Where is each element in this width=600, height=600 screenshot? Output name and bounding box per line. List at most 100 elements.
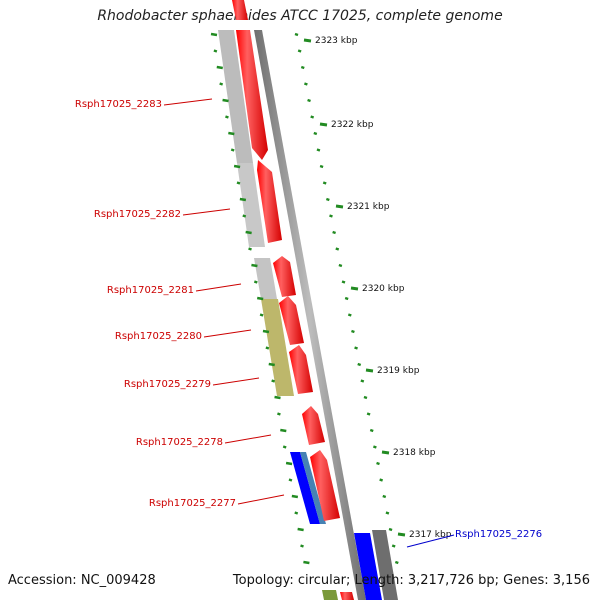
gene-arrow-rsph17025-2280 bbox=[279, 296, 304, 345]
gene-arrow-rsph17025-2281 bbox=[273, 256, 296, 297]
gene-arrow-rsph17025-2282 bbox=[257, 160, 282, 243]
gene-label[interactable]: Rsph17025_2278 bbox=[136, 437, 223, 448]
inner-dot bbox=[230, 148, 235, 152]
band-segment-darkgrey bbox=[372, 530, 398, 600]
scale-tick bbox=[319, 122, 328, 127]
scale-tick-label: 2321 kbp bbox=[347, 202, 390, 212]
outer-dot bbox=[376, 461, 380, 466]
gene-arrow-rsph17025-2279 bbox=[289, 345, 313, 394]
map-title: Rhodobacter sphaeroides ATCC 17025, comp… bbox=[97, 8, 503, 24]
outer-dot bbox=[372, 445, 377, 449]
outer-dot bbox=[382, 494, 387, 499]
gene-arrow-rsph17025-2283 bbox=[236, 30, 268, 160]
inner-dot bbox=[248, 247, 252, 251]
inner-dot bbox=[282, 445, 287, 449]
inner-dot bbox=[251, 263, 258, 268]
inner-dot bbox=[242, 214, 247, 218]
outer-dot bbox=[294, 32, 299, 37]
gene-label[interactable]: Rsph17025_2283 bbox=[75, 99, 162, 110]
outer-dot bbox=[369, 428, 374, 433]
scale-ticks: 2323 kbp 2322 kbp 2321 kbp 2320 kbp 2319 kbp… bbox=[303, 36, 452, 540]
outer-dot bbox=[307, 98, 311, 103]
outer-dot bbox=[310, 115, 315, 119]
band-segment-blue bbox=[354, 533, 382, 600]
gene-label[interactable]: Rsph17025_2279 bbox=[124, 379, 211, 390]
scale-tick-label: 2323 kbp bbox=[315, 36, 358, 46]
scale-tick-label: 2317 kbp bbox=[409, 530, 452, 540]
inner-dot bbox=[291, 494, 299, 499]
feature-band bbox=[218, 30, 398, 600]
band-segment-grey bbox=[218, 30, 253, 163]
scale-tick bbox=[381, 450, 390, 455]
gene-label[interactable]: Rsph17025_2281 bbox=[107, 285, 194, 296]
outer-dot bbox=[341, 280, 346, 284]
gene-leader-line bbox=[195, 283, 242, 292]
gene-label[interactable]: Rsph17025_2280 bbox=[115, 331, 202, 342]
outer-dot bbox=[338, 263, 343, 268]
gene-arrows bbox=[232, 0, 354, 600]
scale-tick-label: 2318 kbp bbox=[393, 448, 436, 458]
gene-leader-line bbox=[203, 329, 252, 338]
gene-leader-line bbox=[224, 434, 272, 444]
outer-dot bbox=[347, 313, 352, 317]
outer-dot bbox=[385, 511, 390, 515]
outer-dot bbox=[322, 181, 327, 185]
outer-dot bbox=[335, 247, 340, 251]
gene-leader-line bbox=[406, 534, 455, 548]
outer-dot bbox=[297, 49, 302, 53]
gene-label[interactable]: Rsph17025_2277 bbox=[149, 498, 236, 509]
scale-tick bbox=[365, 368, 374, 373]
backbone-band bbox=[254, 30, 366, 600]
inner-dot bbox=[219, 82, 224, 86]
outer-dot bbox=[357, 362, 362, 367]
gene-arrow-rsph17025-2278 bbox=[302, 406, 325, 445]
inner-dot bbox=[297, 527, 304, 532]
inner-dot bbox=[216, 65, 223, 70]
outer-dot bbox=[394, 560, 399, 565]
outer-dot bbox=[379, 478, 384, 482]
outer-dot bbox=[388, 527, 393, 532]
inner-dot bbox=[288, 478, 293, 482]
outer-dot bbox=[344, 296, 349, 301]
outer-dot bbox=[316, 148, 321, 152]
gene-label[interactable]: Rsph17025_2282 bbox=[94, 209, 181, 220]
gene-arrow-rsph17025-2277 bbox=[310, 450, 340, 521]
inner-dot bbox=[294, 511, 299, 515]
inner-dot bbox=[225, 115, 229, 119]
inner-dot bbox=[271, 379, 276, 383]
gene-leader-line bbox=[163, 98, 213, 106]
scale-tick-label: 2319 kbp bbox=[377, 366, 420, 376]
gene-leader-line bbox=[237, 494, 285, 505]
inner-dot bbox=[210, 32, 218, 37]
band-segment-grey bbox=[254, 258, 277, 299]
inner-dot bbox=[277, 412, 281, 416]
scale-tick bbox=[350, 286, 359, 291]
inner-dot bbox=[228, 131, 235, 136]
outer-dot bbox=[332, 230, 337, 235]
topology-summary: Topology: circular; Length: 3,217,726 bp… bbox=[232, 573, 590, 588]
scale-dots bbox=[210, 32, 399, 565]
gene-label[interactable]: Rsph17025_2276 bbox=[455, 529, 542, 540]
inner-dot bbox=[245, 230, 252, 235]
genome-backbone bbox=[254, 30, 366, 600]
inner-dot bbox=[239, 197, 247, 202]
gene-arrow-bottom-partial bbox=[340, 592, 354, 600]
outer-dot bbox=[354, 346, 358, 350]
inner-dot bbox=[268, 362, 275, 367]
outer-dot bbox=[351, 329, 355, 334]
inner-dot bbox=[233, 164, 241, 169]
band-segment-blue bbox=[290, 452, 320, 524]
gene-leader-line bbox=[212, 377, 260, 386]
scale-tick bbox=[397, 532, 406, 537]
scale-tick-label: 2320 kbp bbox=[362, 284, 405, 294]
outer-dot bbox=[363, 395, 368, 400]
outer-dot bbox=[304, 82, 308, 86]
inner-dot bbox=[213, 49, 218, 53]
outer-dot bbox=[366, 412, 371, 416]
inner-dot bbox=[265, 346, 270, 350]
accession-text: Accession: NC_009428 bbox=[8, 573, 156, 588]
outer-dot bbox=[360, 379, 365, 383]
outer-dot bbox=[325, 197, 330, 202]
gene-arrow-top-partial bbox=[232, 0, 248, 20]
